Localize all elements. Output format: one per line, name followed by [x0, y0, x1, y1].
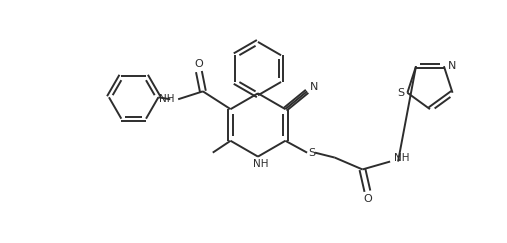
- Text: NH: NH: [159, 94, 174, 104]
- Text: S: S: [308, 148, 315, 158]
- Text: O: O: [195, 59, 203, 69]
- Text: S: S: [397, 88, 404, 98]
- Text: NH: NH: [394, 153, 410, 163]
- Text: NH: NH: [253, 158, 269, 168]
- Text: N: N: [448, 61, 456, 71]
- Text: O: O: [363, 194, 372, 204]
- Text: N: N: [310, 82, 318, 92]
